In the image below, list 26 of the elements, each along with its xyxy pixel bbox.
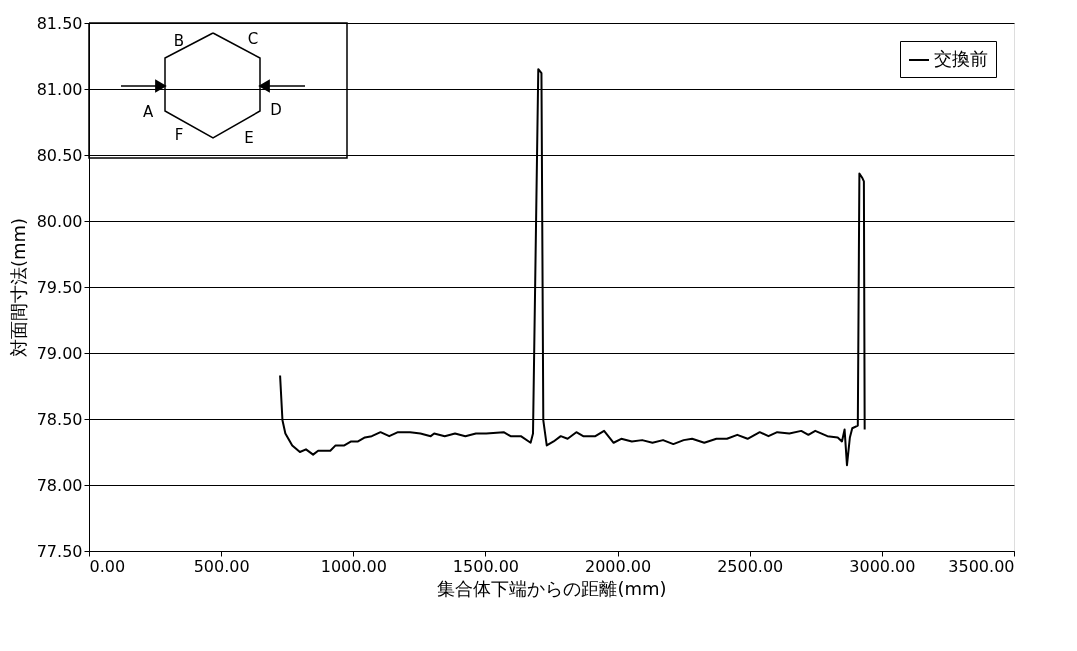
annotation: B <box>173 32 185 50</box>
annotation: C <box>247 30 259 48</box>
x-tick-label: 1500.00 <box>452 556 520 576</box>
y-tick-label: 78.00 <box>36 475 83 495</box>
y-tick-label: 79.00 <box>36 343 83 363</box>
y-tick-label: 81.00 <box>36 79 83 99</box>
x-tick-label: 2000.00 <box>584 556 652 576</box>
legend-label: 交換前 <box>934 48 988 69</box>
x-tick-label: 500.00 <box>193 556 250 576</box>
x-tick-label: 3000.00 <box>849 556 916 576</box>
x-tick-label: 3500.00 <box>948 556 1015 576</box>
y-tick-label: 81.50 <box>36 13 83 33</box>
y-tick-label: 78.50 <box>36 409 83 429</box>
annotation: F <box>174 126 184 144</box>
x-axis-title: 集合体下端からの距離(mm) <box>437 577 667 599</box>
y-tick-label: 79.50 <box>36 277 83 297</box>
y-tick-label: 77.50 <box>36 541 83 561</box>
y-tick-label: 80.00 <box>36 211 83 231</box>
x-tick-label: 0.00 <box>89 556 126 576</box>
x-tick-label: 1000.00 <box>320 556 387 576</box>
annotation: E <box>244 129 254 147</box>
y-axis-title: 対面間寸法(mm) <box>7 217 29 358</box>
annotation: A <box>142 103 154 121</box>
x-tick-label: 2500.00 <box>717 556 784 576</box>
y-tick-label: 80.50 <box>36 145 83 165</box>
annotation: D <box>270 101 282 119</box>
